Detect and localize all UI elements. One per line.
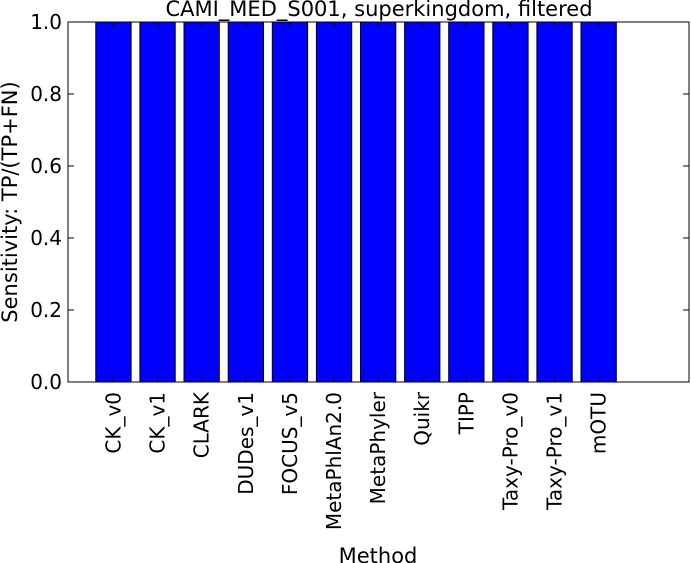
x-axis: CK_v0 CK_v1 CLARK DUDes_v1 FOCUS_v5 MetaPhlAn… bbox=[102, 22, 611, 530]
bar bbox=[271, 21, 309, 383]
y-tick-label: 0.2 bbox=[30, 298, 62, 322]
bar bbox=[227, 21, 264, 383]
bar bbox=[404, 21, 441, 383]
bar bbox=[139, 21, 176, 383]
x-tick-label: mOTU bbox=[587, 392, 611, 454]
x-tick-label: TIPP bbox=[454, 392, 478, 435]
bar bbox=[360, 21, 397, 383]
y-tick-label: 0.4 bbox=[30, 226, 62, 250]
bar bbox=[448, 21, 485, 383]
x-tick-label: Quikr bbox=[410, 391, 434, 446]
x-axis-label: Method bbox=[339, 544, 418, 563]
bar bbox=[315, 21, 353, 383]
x-tick-label: CLARK bbox=[190, 391, 214, 458]
x-tick-label: CK_v0 bbox=[102, 392, 126, 454]
x-tick-label: FOCUS_v5 bbox=[278, 392, 302, 495]
y-tick-label: 0.6 bbox=[30, 154, 62, 178]
bar bbox=[580, 21, 617, 383]
bar bbox=[95, 21, 132, 383]
y-tick-label: 1.0 bbox=[30, 10, 62, 34]
y-tick-label: 0.8 bbox=[30, 82, 62, 106]
x-tick-label: DUDes_v1 bbox=[234, 392, 258, 495]
bar bbox=[183, 21, 220, 383]
y-tick-label: 0.0 bbox=[30, 370, 62, 394]
bar bbox=[536, 21, 573, 383]
x-tick-label: Taxy-Pro_v1 bbox=[543, 392, 567, 511]
chart-title: CAMI_MED_S001, superkingdom, filtered bbox=[165, 0, 592, 22]
bars bbox=[95, 21, 617, 383]
bar bbox=[492, 21, 529, 383]
y-axis: 0.0 0.2 0.4 0.6 0.8 1.0 bbox=[30, 10, 689, 394]
plot-frame bbox=[67, 21, 690, 383]
x-tick-label: CK_v1 bbox=[146, 392, 170, 454]
x-tick-label: MetaPhlAn2.0 bbox=[322, 392, 346, 530]
x-tick-label: MetaPhyler bbox=[366, 391, 390, 504]
y-axis-label: Sensitivity: TP/(TP+FN) bbox=[0, 81, 22, 322]
x-tick-label: Taxy-Pro_v0 bbox=[498, 392, 522, 511]
